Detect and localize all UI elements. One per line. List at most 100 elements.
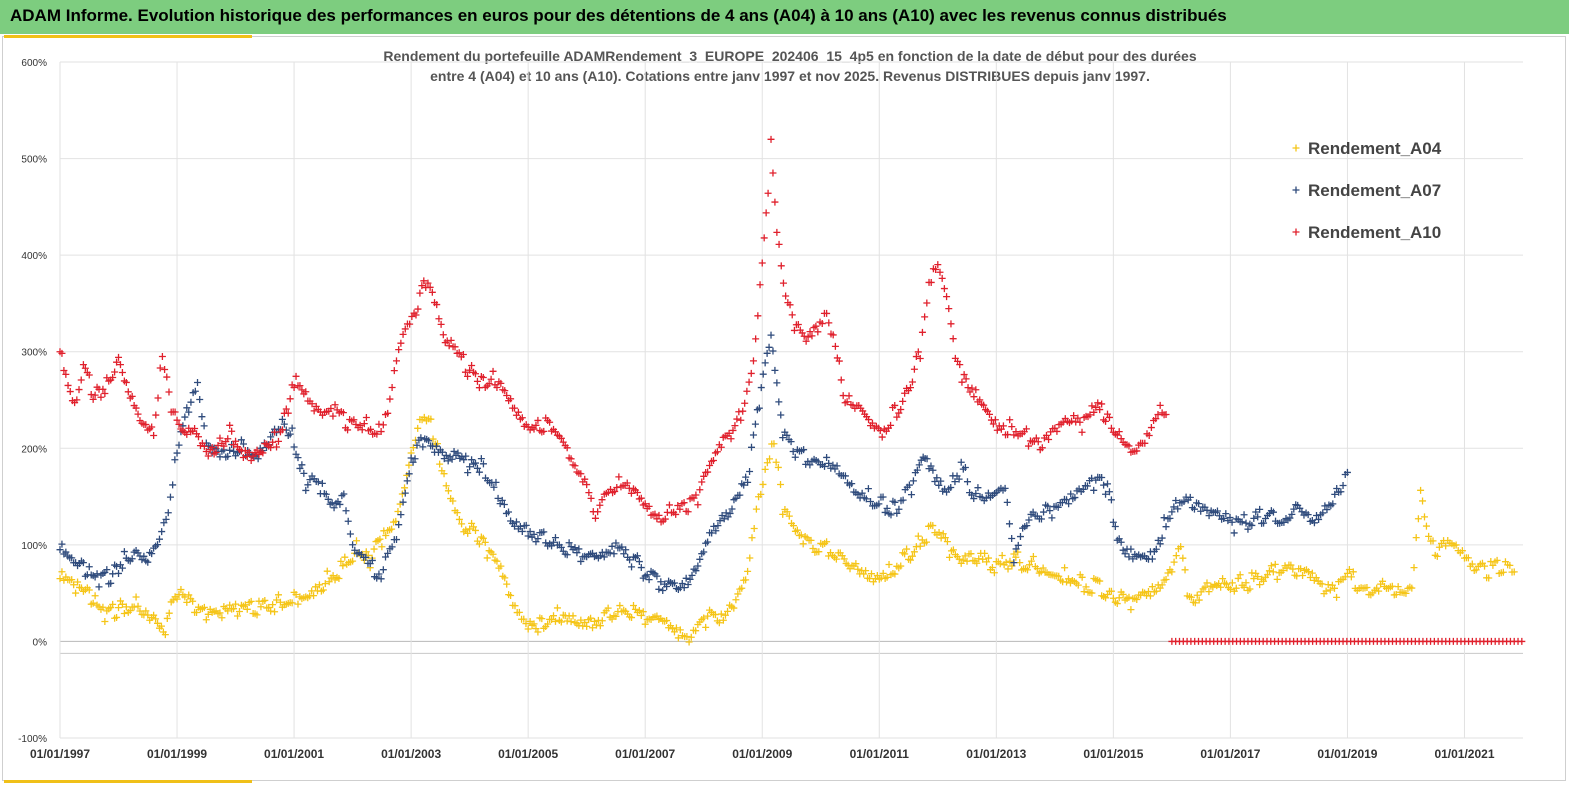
data-point [379, 421, 387, 429]
data-point [783, 508, 791, 516]
data-point [960, 371, 968, 379]
data-point [854, 490, 862, 498]
data-point [169, 481, 177, 489]
data-point [503, 580, 511, 588]
data-point [914, 348, 922, 356]
data-point [700, 614, 708, 622]
data-point [1174, 505, 1182, 513]
data-point [362, 553, 370, 561]
data-point [113, 613, 121, 621]
data-point [241, 601, 249, 609]
data-point [128, 392, 136, 400]
data-point [1414, 515, 1422, 523]
data-point [466, 525, 474, 533]
data-point [727, 435, 735, 443]
data-point [1226, 513, 1234, 521]
data-point [306, 476, 314, 484]
data-point [1008, 535, 1016, 543]
data-point [742, 473, 750, 481]
data-point [1147, 424, 1155, 432]
data-point [1079, 485, 1087, 493]
data-point [1240, 583, 1248, 591]
data-point [479, 534, 487, 542]
data-point [500, 501, 508, 509]
data-point [204, 610, 212, 618]
data-point [532, 421, 540, 429]
data-point [208, 444, 216, 452]
data-point [204, 452, 212, 460]
data-point [747, 369, 755, 377]
data-point [736, 491, 744, 499]
data-point [764, 189, 772, 197]
data-point [1271, 560, 1279, 568]
data-point [477, 455, 485, 463]
data-point [700, 548, 708, 556]
data-point [887, 421, 895, 429]
data-point [77, 376, 85, 384]
data-point [194, 433, 202, 441]
data-point [259, 449, 267, 457]
data-point [530, 530, 538, 538]
data-point [840, 555, 848, 563]
data-point [749, 431, 757, 439]
data-point [99, 603, 107, 611]
data-point [551, 534, 559, 542]
data-point [492, 478, 500, 486]
data-point [1074, 414, 1082, 422]
data-point [269, 601, 277, 609]
data-point [120, 548, 128, 556]
data-point [799, 540, 807, 548]
data-point [737, 416, 745, 424]
data-point [265, 603, 273, 611]
data-point [1412, 534, 1420, 542]
data-point [724, 607, 732, 615]
data-point [440, 470, 448, 478]
data-point [956, 361, 964, 369]
data-point [243, 452, 251, 460]
data-point [1269, 508, 1277, 516]
data-point [682, 574, 690, 582]
data-point [968, 491, 976, 499]
data-point [852, 560, 860, 568]
data-point [1191, 599, 1199, 607]
data-point [1333, 593, 1341, 601]
data-point [193, 609, 201, 617]
data-point [732, 596, 740, 604]
data-point [590, 617, 598, 625]
data-point [651, 510, 659, 518]
legend-marker [1292, 228, 1300, 236]
data-point [635, 558, 643, 566]
data-point [901, 389, 909, 397]
data-point [934, 261, 942, 269]
data-point [1286, 514, 1294, 522]
data-point [808, 332, 816, 340]
data-point [115, 569, 123, 577]
data-point [113, 358, 121, 366]
data-point [202, 616, 210, 624]
data-point [704, 612, 712, 620]
x-tick-label: 01/01/2007 [615, 747, 675, 761]
data-point [879, 493, 887, 501]
data-point [1115, 535, 1123, 543]
data-point [1195, 500, 1203, 508]
data-point [109, 374, 117, 382]
data-point [1308, 569, 1316, 577]
data-point [1092, 403, 1100, 411]
data-point [152, 615, 160, 623]
data-point [1242, 579, 1250, 587]
data-point [639, 608, 647, 616]
data-point [1510, 568, 1518, 576]
chart-subtitle-line-1: Rendement du portefeuille ADAMRendement_… [383, 48, 1197, 64]
data-point [109, 570, 117, 578]
data-point [895, 409, 903, 417]
data-point [1141, 439, 1149, 447]
data-point [1012, 553, 1020, 561]
data-point [1435, 543, 1443, 551]
data-point [949, 546, 957, 554]
data-point [79, 361, 87, 369]
data-point [526, 528, 534, 536]
data-point [606, 549, 614, 557]
data-point [62, 548, 70, 556]
data-point [1485, 574, 1493, 582]
data-point [577, 470, 585, 478]
